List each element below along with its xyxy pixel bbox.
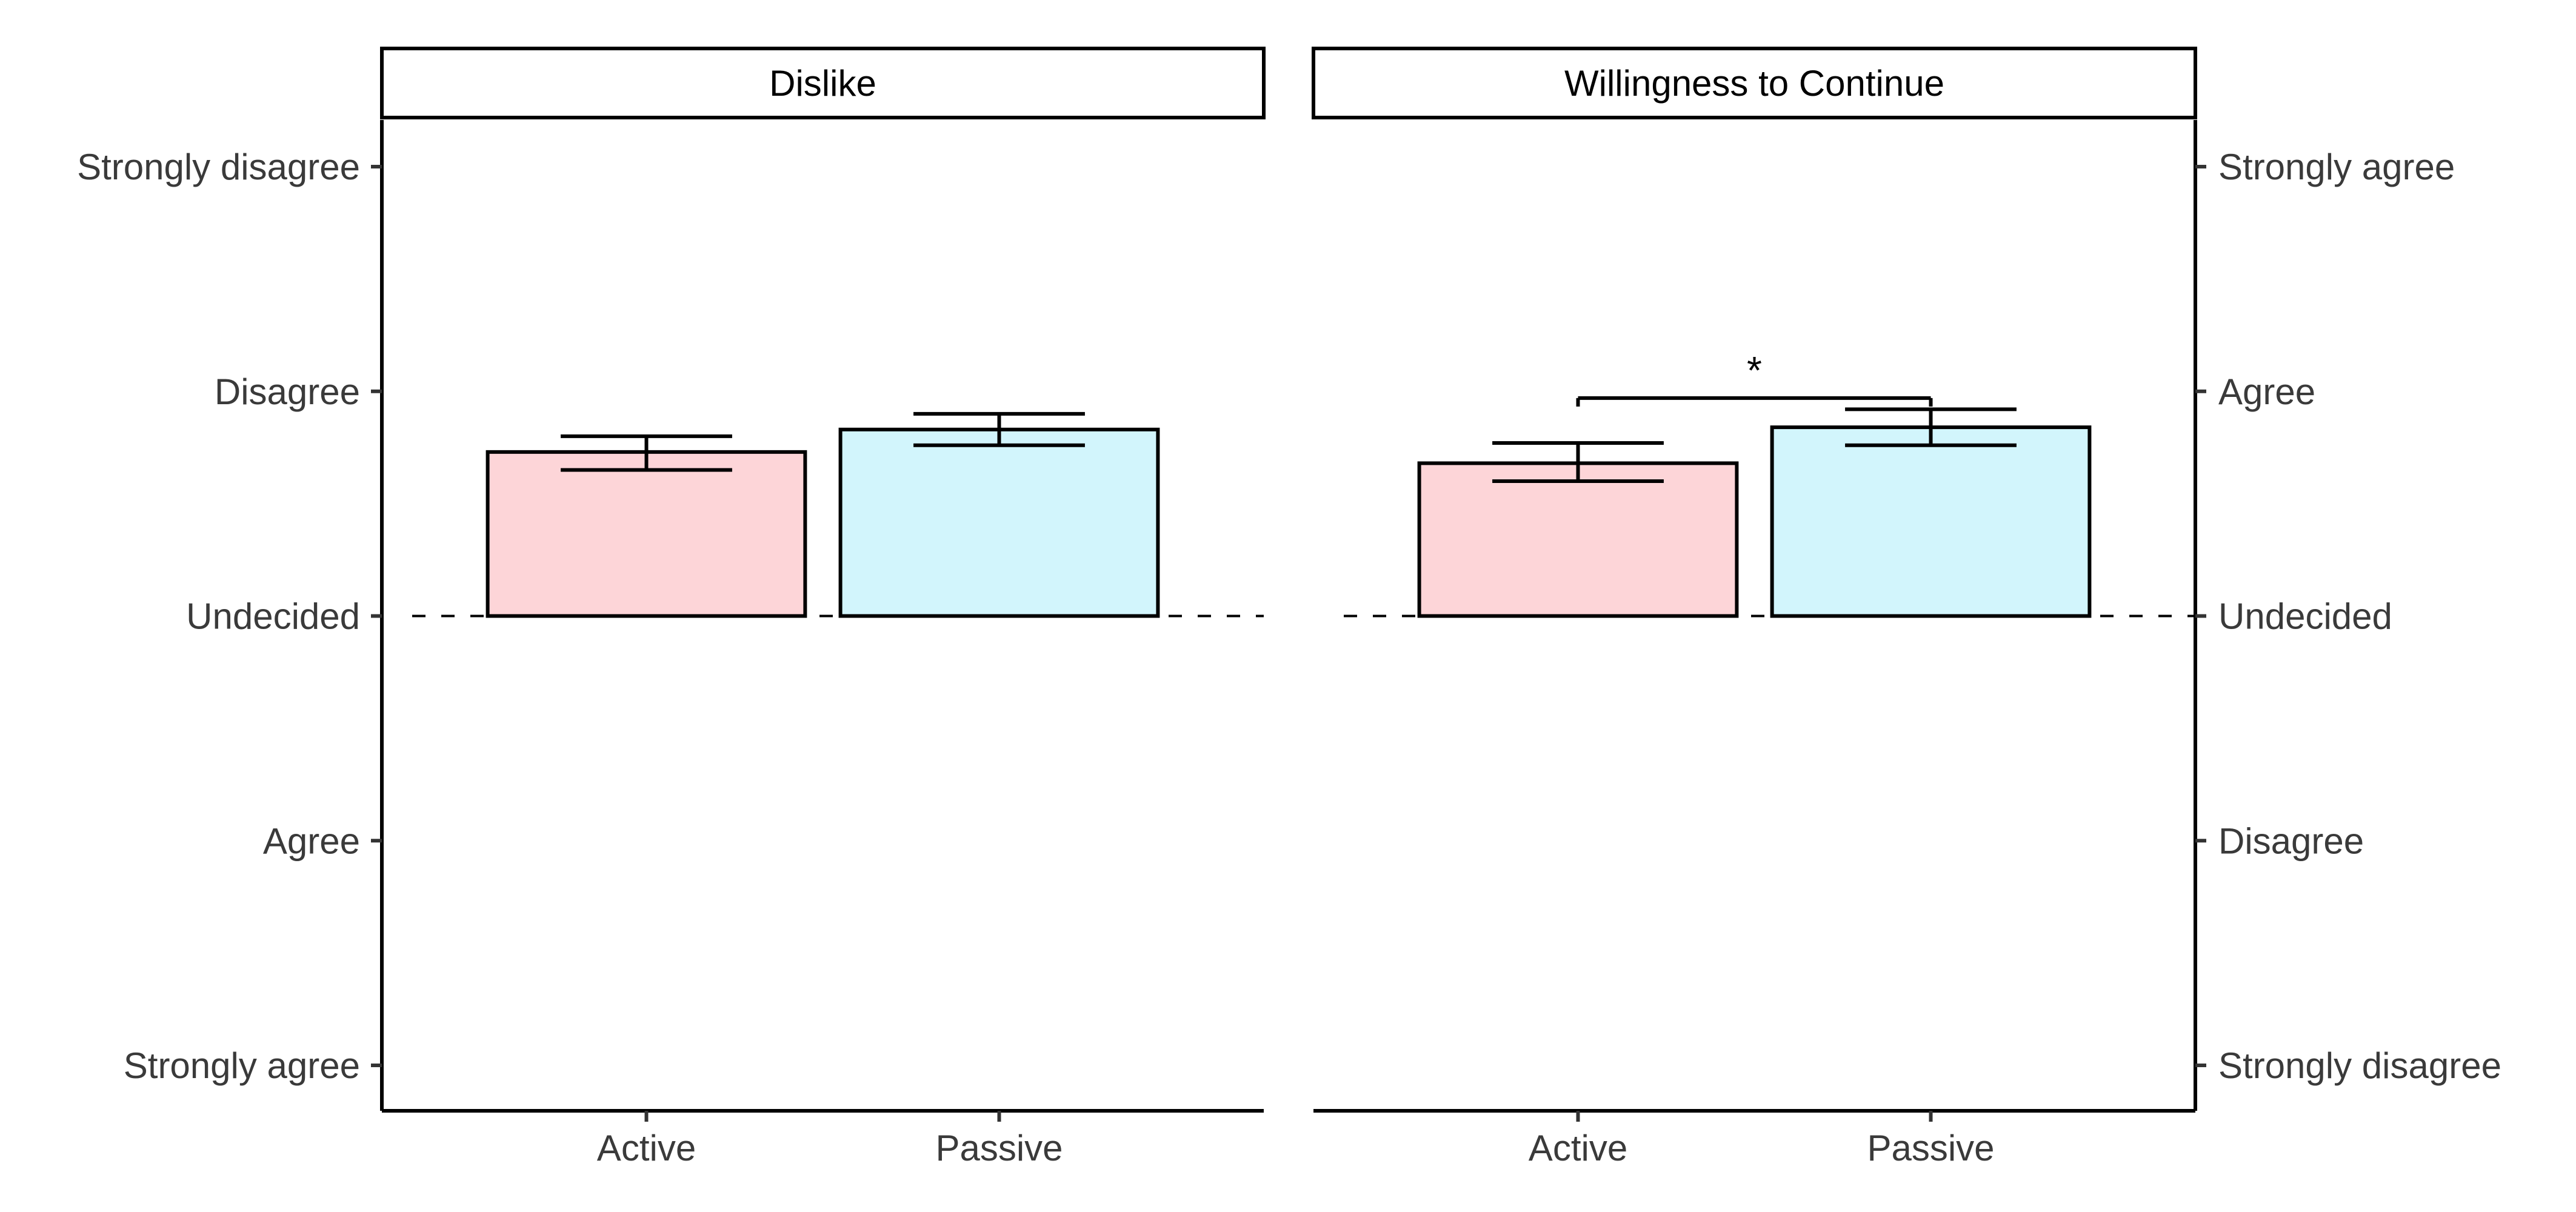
x-tick-label: Active <box>1529 1128 1627 1168</box>
y-tick-label: Strongly disagree <box>77 147 360 187</box>
y-tick-label: Agree <box>2218 371 2315 412</box>
y-tick-label: Undecided <box>186 596 360 637</box>
facet-title-1: Dislike <box>769 63 876 104</box>
bar-passive <box>838 427 1160 618</box>
bar-passive <box>1770 425 2092 618</box>
x-tick-label: Active <box>597 1128 696 1168</box>
facet-title-2: Willingness to Continue <box>1564 63 1944 104</box>
x-tick-label: Passive <box>935 1128 1063 1168</box>
y-tick-label: Disagree <box>215 371 360 412</box>
facet-strip-1 <box>380 47 1266 119</box>
significance-label: * <box>1747 348 1762 392</box>
y-tick-label: Disagree <box>2218 821 2364 861</box>
y-tick-label: Undecided <box>2218 596 2392 637</box>
y-tick-label: Strongly disagree <box>2218 1045 2501 1086</box>
y-tick-label: Strongly agree <box>124 1045 360 1086</box>
x-tick-label: Passive <box>1867 1128 1994 1168</box>
y-tick-label: Agree <box>263 821 360 861</box>
bar-active <box>486 450 807 618</box>
bar-active <box>1417 461 1739 618</box>
y-tick-label: Strongly agree <box>2218 147 2455 187</box>
facet-strip-2 <box>1312 47 2197 119</box>
